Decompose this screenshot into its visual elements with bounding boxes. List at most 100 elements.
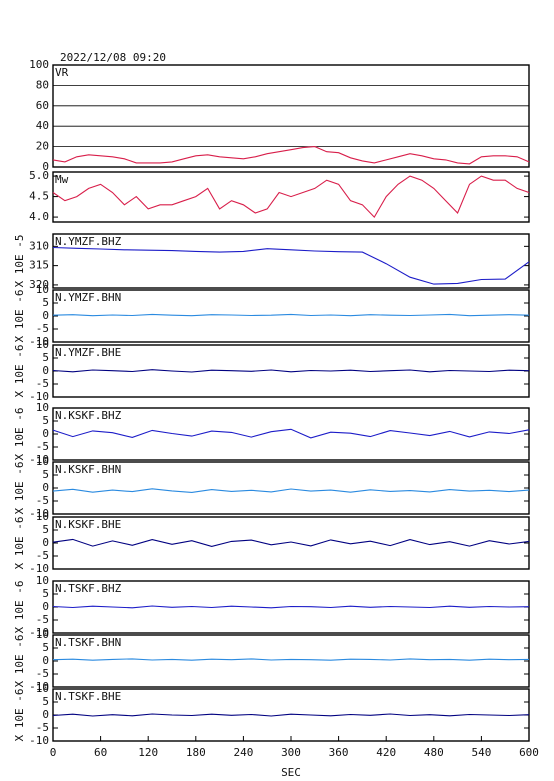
y-tick-label: 10: [36, 455, 49, 468]
trace-line: [52, 369, 530, 373]
y-tick-label: -10: [29, 507, 49, 520]
trace-line: [52, 538, 530, 547]
x-tick-label: 120: [138, 746, 158, 759]
trace-line: [52, 713, 530, 717]
y-tick-label: 10: [36, 628, 49, 641]
trace-line: [52, 175, 530, 219]
trace-label: N.YMZF.BHN: [55, 291, 121, 304]
y-tick-label: 4.5: [29, 190, 49, 203]
trace-label: N.KSKF.BHN: [55, 463, 121, 476]
y-tick-label: 5: [42, 296, 49, 309]
x-tick-label: 240: [233, 746, 253, 759]
y-tick-label: 5.0: [29, 169, 49, 182]
y-axis-label: X 10E -6: [13, 290, 26, 343]
y-tick-label: 10: [36, 283, 49, 296]
y-tick-label: 0: [42, 364, 49, 377]
x-tick-label: 0: [50, 746, 57, 759]
y-tick-label: 0: [42, 600, 49, 613]
y-tick-label: -10: [29, 453, 49, 466]
y-tick-label: 100: [29, 58, 49, 71]
trace-line: [52, 488, 530, 493]
y-tick-label: -5: [36, 440, 49, 453]
y-tick-label: 0: [42, 160, 49, 173]
y-tick-label: 5: [42, 351, 49, 364]
y-tick-label: 10: [36, 338, 49, 351]
y-tick-label: 320: [29, 278, 49, 291]
y-axis-label: X 10E -6: [13, 689, 26, 742]
y-tick-label: 0: [42, 427, 49, 440]
panel-frame: [52, 233, 530, 289]
trace-label: N.YMZF.BHZ: [55, 235, 122, 248]
trace-line: [52, 428, 530, 439]
y-tick-label: 10: [36, 574, 49, 587]
y-tick-label: 20: [36, 140, 49, 153]
panel-frame: [52, 634, 530, 688]
y-tick-label: 0: [42, 536, 49, 549]
y-tick-label: -5: [36, 549, 49, 562]
y-tick-label: -10: [29, 390, 49, 403]
trace-label: VR: [55, 66, 69, 79]
y-tick-label: 5: [42, 587, 49, 600]
y-tick-label: 5: [42, 468, 49, 481]
y-axis-label: X 10E -5: [13, 235, 26, 288]
y-axis-label: X 10E -6: [13, 345, 26, 398]
y-tick-label: 0: [42, 708, 49, 721]
y-tick-label: -5: [36, 667, 49, 680]
y-tick-label: -5: [36, 377, 49, 390]
y-tick-label: -5: [36, 494, 49, 507]
x-tick-label: 180: [186, 746, 206, 759]
y-tick-label: 10: [36, 510, 49, 523]
y-tick-label: -10: [29, 680, 49, 693]
panel-frame: [52, 461, 530, 515]
trace-label: N.TSKF.BHN: [55, 636, 121, 649]
y-tick-label: -10: [29, 562, 49, 575]
y-axis-label: X 10E -6: [13, 462, 26, 515]
trace-line: [52, 146, 530, 165]
y-tick-label: -10: [29, 626, 49, 639]
y-tick-label: 310: [29, 239, 49, 252]
trace-line: [52, 313, 530, 317]
y-tick-label: 4.0: [29, 210, 49, 223]
x-tick-label: 480: [424, 746, 444, 759]
trace-label: N.YMZF.BHE: [55, 346, 121, 359]
x-axis-label: SEC: [281, 766, 301, 779]
y-axis-label: X 10E -6: [13, 517, 26, 570]
y-tick-label: 5: [42, 414, 49, 427]
y-tick-label: 315: [29, 259, 49, 272]
x-tick-label: 360: [329, 746, 349, 759]
trace-label: N.KSKF.BHE: [55, 518, 121, 531]
trace-line: [52, 658, 530, 661]
trace-label: Mw: [55, 173, 69, 186]
trace-label: N.TSKF.BHE: [55, 690, 121, 703]
y-tick-label: -5: [36, 613, 49, 626]
x-tick-label: 300: [281, 746, 301, 759]
y-tick-label: 10: [36, 401, 49, 414]
y-tick-label: -10: [29, 734, 49, 747]
y-tick-label: -10: [29, 335, 49, 348]
y-tick-label: 60: [36, 99, 49, 112]
trace-line: [52, 605, 530, 609]
y-tick-label: 5: [42, 695, 49, 708]
y-axis-label: X 10E -6: [13, 408, 26, 461]
x-tick-label: 420: [376, 746, 396, 759]
chart-title: 2022/12/08 09:20: [60, 51, 166, 64]
trace-label: N.KSKF.BHZ: [55, 409, 122, 422]
y-axis-label: X 10E -6: [13, 581, 26, 634]
y-tick-label: 0: [42, 309, 49, 322]
panel-frame: [52, 64, 530, 168]
y-tick-label: 5: [42, 523, 49, 536]
y-tick-label: 0: [42, 481, 49, 494]
trace-label: N.TSKF.BHZ: [55, 582, 122, 595]
y-tick-label: 5: [42, 641, 49, 654]
x-tick-label: 540: [471, 746, 491, 759]
y-tick-label: -5: [36, 721, 49, 734]
x-tick-label: 60: [94, 746, 107, 759]
y-tick-label: 10: [36, 682, 49, 695]
x-tick-label: 600: [519, 746, 539, 759]
y-tick-label: 40: [36, 119, 49, 132]
y-tick-label: 80: [36, 78, 49, 91]
y-axis-label: X 10E -6: [13, 635, 26, 688]
panel-frame: [52, 289, 530, 343]
trace-line: [52, 246, 530, 285]
